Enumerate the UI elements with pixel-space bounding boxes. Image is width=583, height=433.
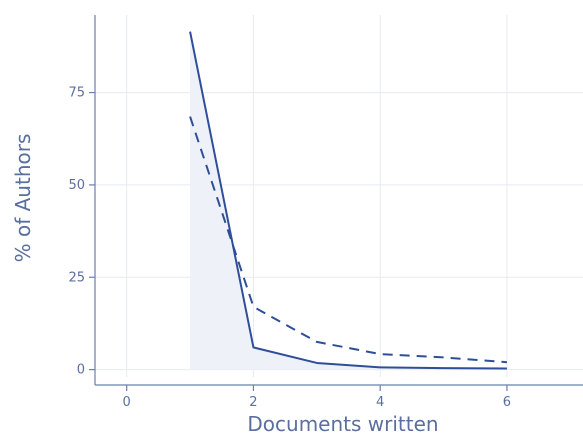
series-lines xyxy=(189,31,508,370)
x-axis-title: Documents written xyxy=(247,412,438,433)
x-tick-label: 6 xyxy=(503,395,511,410)
axes xyxy=(89,15,583,391)
dashed-series-line xyxy=(189,116,508,364)
solid-series-line xyxy=(189,31,507,370)
y-tick-label: 75 xyxy=(68,86,85,101)
x-tick-label: 0 xyxy=(123,395,131,410)
x-tick-label: 4 xyxy=(376,395,384,410)
shaded-area xyxy=(190,31,507,370)
y-axis-title: % of Authors xyxy=(11,134,35,263)
x-tick-label: 2 xyxy=(249,395,257,410)
y-tick-label: 0 xyxy=(77,363,85,378)
grid xyxy=(95,15,583,377)
y-tick-label: 50 xyxy=(68,178,85,193)
area-fill xyxy=(190,31,507,370)
y-tick-label: 25 xyxy=(68,270,85,285)
tick-labels: 0 25 50 75 0 2 4 6 xyxy=(68,86,511,410)
